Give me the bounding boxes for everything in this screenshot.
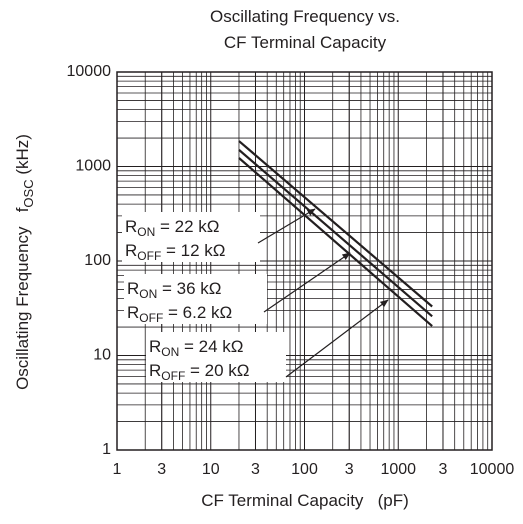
annotation-sub: ON bbox=[139, 287, 157, 301]
annotation-arrow bbox=[285, 299, 389, 378]
annotation-rest: = 6.2 kΩ bbox=[163, 303, 232, 322]
y-tick-label: 1 bbox=[102, 441, 111, 458]
x-tick-label: 3 bbox=[345, 461, 354, 478]
annotation-main: R bbox=[125, 241, 137, 260]
annotation-sub: OFF bbox=[161, 369, 185, 383]
annotation-box bbox=[124, 274, 267, 324]
data-line bbox=[238, 140, 433, 308]
annotation: RON = 24 kΩ bbox=[149, 337, 244, 359]
annotation: ROFF = 20 kΩ bbox=[149, 361, 250, 383]
annotation-sub: ON bbox=[161, 345, 179, 359]
x-tick-label: 3 bbox=[439, 461, 448, 478]
annotation-sub: OFF bbox=[139, 311, 163, 325]
annotation-main: R bbox=[127, 279, 139, 298]
x-tick-label: 1 bbox=[113, 461, 122, 478]
annotation-main: R bbox=[125, 217, 137, 236]
annotation-arrow bbox=[257, 208, 316, 244]
x-tick-label: 10 bbox=[202, 461, 220, 478]
data-line bbox=[238, 149, 433, 318]
annotation-rest: = 24 kΩ bbox=[179, 337, 243, 356]
annotation-box bbox=[122, 212, 260, 262]
x-tick-label: 3 bbox=[251, 461, 260, 478]
chart-title: Oscillating Frequency vs. bbox=[210, 7, 400, 26]
plot-frame bbox=[116, 71, 493, 451]
annotation-sub: ON bbox=[137, 225, 155, 239]
x-tick-label: 10000 bbox=[470, 461, 515, 478]
annotation-rest: = 22 kΩ bbox=[155, 217, 219, 236]
x-axis-label: CF Terminal Capacity (pF) bbox=[201, 491, 409, 510]
annotation-rest: = 36 kΩ bbox=[157, 279, 221, 298]
chart-title: CF Terminal Capacity bbox=[224, 33, 387, 52]
annotation-main: R bbox=[127, 303, 139, 322]
annotation: ROFF = 6.2 kΩ bbox=[127, 303, 232, 325]
y-axis-label: Oscillating Frequency fOSC (kHz) bbox=[13, 134, 36, 390]
y-axis-label-sub: OSC bbox=[21, 179, 36, 207]
annotation-rest: = 20 kΩ bbox=[185, 361, 249, 380]
y-tick-label: 1000 bbox=[75, 158, 111, 175]
y-tick-label: 10000 bbox=[67, 63, 112, 80]
annotation-main: R bbox=[149, 337, 161, 356]
annotation: ROFF = 12 kΩ bbox=[125, 241, 226, 263]
y-axis-label-text: Oscillating Frequency f bbox=[13, 207, 32, 390]
annotation: RON = 36 kΩ bbox=[127, 279, 222, 301]
y-axis-label-unit: (kHz) bbox=[13, 134, 32, 179]
annotation-box bbox=[146, 332, 286, 382]
x-tick-label: 100 bbox=[291, 461, 318, 478]
y-tick-label: 100 bbox=[84, 252, 111, 269]
annotation-arrow bbox=[263, 252, 351, 313]
x-tick-label: 1000 bbox=[380, 461, 416, 478]
y-tick-label: 10 bbox=[93, 347, 111, 364]
annotation-rest: = 12 kΩ bbox=[161, 241, 225, 260]
annotation-main: R bbox=[149, 361, 161, 380]
data-line bbox=[238, 157, 433, 327]
annotation-sub: OFF bbox=[137, 249, 161, 263]
annotation: RON = 22 kΩ bbox=[125, 217, 220, 239]
x-tick-label: 3 bbox=[157, 461, 166, 478]
